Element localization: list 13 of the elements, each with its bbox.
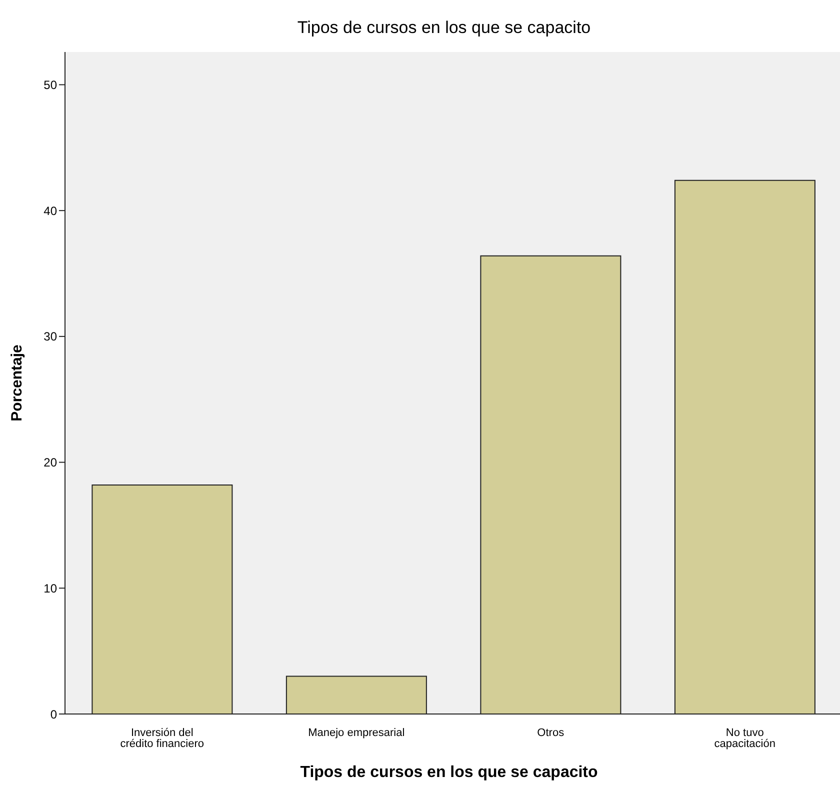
x-tick-label: Manejo empresarial [308, 726, 405, 739]
x-tick-label: Otros [537, 726, 565, 739]
y-tick-label: 10 [44, 581, 58, 596]
y-tick-label: 0 [50, 707, 58, 722]
x-tick-label: Inversión del crédito financiero [120, 726, 204, 750]
y-tick-label: 20 [44, 456, 58, 470]
y-tick-label: 50 [44, 78, 58, 92]
chart-title: Tipos de cursos en los que se capacito [296, 17, 592, 39]
y-tick-label: 40 [44, 204, 58, 218]
x-axis-title: Tipos de cursos en los que se capacito [299, 764, 599, 782]
y-axis-title: Porcentaje [8, 344, 26, 422]
x-tick-label: No tuvo capacitación [714, 726, 776, 750]
y-tick-label: 30 [44, 330, 58, 344]
